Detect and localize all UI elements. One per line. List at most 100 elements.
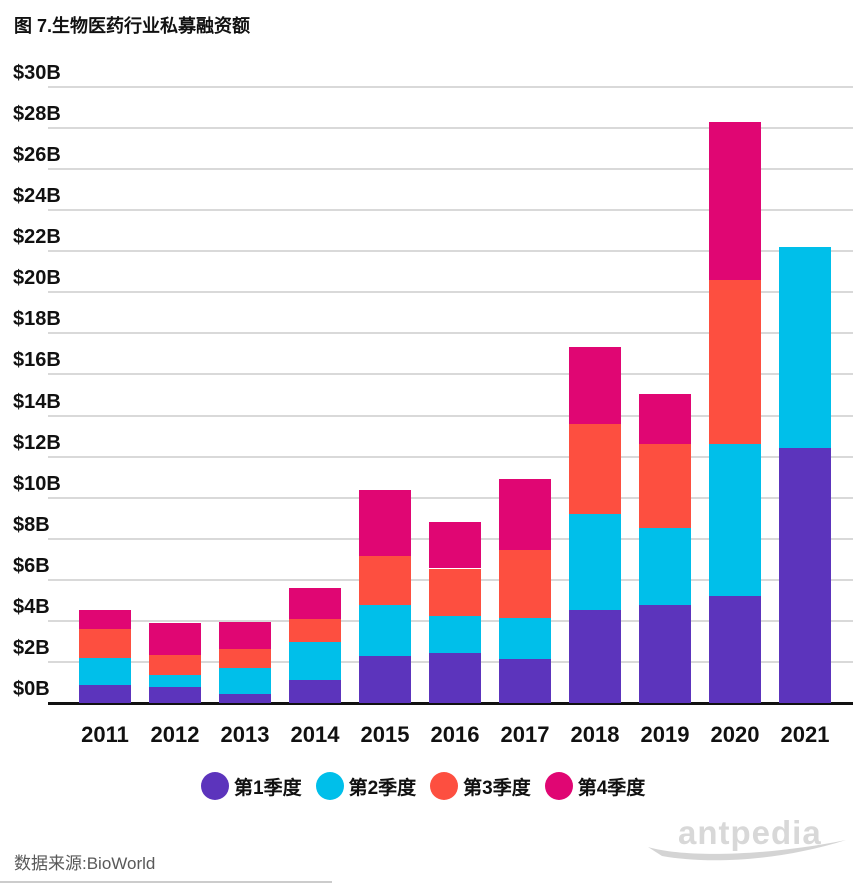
svg-text:antpedia: antpedia: [678, 814, 822, 851]
legend-swatch-q3: [430, 772, 459, 800]
y-axis-label: $30B: [13, 62, 61, 84]
bar-segment-2015-第3季度: [359, 556, 411, 606]
x-axis-label: 2018: [570, 722, 620, 747]
x-axis-label: 2011: [81, 722, 129, 747]
bar-segment-2011-第1季度: [79, 684, 131, 703]
bar-segment-2021-第1季度: [779, 448, 831, 703]
legend-label: 第2季度: [348, 777, 417, 799]
bar-segment-2018-第2季度: [569, 514, 621, 610]
bar-segment-2020-第3季度: [709, 280, 761, 445]
y-axis-label: $20B: [13, 267, 61, 290]
bar-segment-2016-第4季度: [429, 522, 481, 569]
x-axis-label: 2014: [290, 722, 340, 747]
bar-segment-2019-第2季度: [639, 528, 691, 606]
bar-segment-2018-第3季度: [569, 423, 621, 515]
bar-2011: [79, 0, 131, 703]
bar-segment-2011-第2季度: [79, 657, 131, 685]
bar-segment-2015-第2季度: [359, 605, 411, 656]
bar-segment-2012-第1季度: [149, 686, 201, 703]
bar-2020: [709, 0, 761, 703]
gridline: [48, 373, 853, 376]
bar-2018: [569, 0, 621, 703]
bar-segment-2011-第4季度: [79, 609, 131, 630]
y-axis-label: $4B: [13, 595, 50, 618]
bar-segment-2020-第1季度: [709, 596, 761, 703]
bar-segment-2019-第1季度: [639, 605, 691, 703]
y-axis-label: $22B: [13, 226, 61, 249]
bar-segment-2012-第2季度: [149, 675, 201, 687]
legend-item-q2: 第2季度: [315, 772, 417, 800]
y-axis-label: $28B: [13, 103, 61, 126]
y-axis-label: $10B: [13, 472, 61, 495]
bar-segment-2016-第2季度: [429, 615, 481, 653]
bar-segment-2013-第1季度: [219, 693, 271, 703]
gridline: [48, 168, 853, 171]
gridline: [48, 250, 853, 253]
x-axis-label: 2020: [710, 722, 760, 747]
bar-segment-2016-第1季度: [429, 652, 481, 703]
bar-segment-2019-第3季度: [639, 444, 691, 529]
bar-2015: [359, 0, 411, 703]
bar-segment-2019-第4季度: [639, 393, 691, 445]
bar-segment-2012-第3季度: [149, 654, 201, 676]
gridline: [48, 496, 853, 499]
legend-swatch-q4: [544, 772, 573, 800]
x-axis-label: 2016: [430, 722, 480, 747]
x-axis-label: 2017: [500, 722, 550, 747]
bar-segment-2014-第2季度: [289, 642, 341, 681]
legend-label: 第1季度: [234, 777, 302, 799]
gridline: [48, 455, 853, 458]
legend-swatch-q1: [201, 772, 229, 800]
legend-item-q4: 第4季度: [544, 772, 646, 800]
y-axis-label: $14B: [13, 390, 61, 413]
bar-segment-2018-第4季度: [569, 346, 621, 424]
source-note: 数据来源:BioWorld: [14, 854, 156, 873]
chart-legend: 第1季度 第2季度 第3季度 第4季度: [201, 772, 645, 800]
bar-segment-2021-第2季度: [779, 247, 831, 449]
bar-segment-2017-第1季度: [499, 658, 551, 703]
bar-2017: [499, 0, 551, 703]
bar-segment-2012-第4季度: [149, 622, 201, 655]
bar-segment-2013-第3季度: [219, 648, 271, 669]
bar-2012: [149, 0, 201, 703]
y-axis-label: $12B: [13, 431, 61, 454]
y-axis-label: $16B: [13, 349, 61, 372]
bar-segment-2018-第1季度: [569, 609, 621, 703]
gridline: [48, 291, 853, 294]
bar-2013: [219, 0, 271, 703]
bar-2019: [639, 0, 691, 703]
bar-segment-2017-第3季度: [499, 550, 551, 618]
legend-swatch-q2: [315, 772, 344, 800]
x-axis-line: [48, 702, 853, 705]
bar-segment-2013-第2季度: [219, 668, 271, 694]
legend-label: 第4季度: [577, 777, 646, 799]
antpedia-watermark-logo: antpedia: [646, 806, 851, 866]
y-axis-label: $0B: [13, 678, 50, 700]
y-axis-label: $6B: [13, 554, 50, 577]
legend-item-q1: 第1季度: [201, 772, 302, 800]
bar-segment-2014-第1季度: [289, 680, 341, 703]
bar-segment-2020-第4季度: [709, 121, 761, 280]
gridline: [48, 209, 853, 212]
bar-segment-2013-第4季度: [219, 621, 271, 649]
y-axis-label: $24B: [13, 185, 61, 208]
y-axis-label: $18B: [13, 308, 61, 331]
x-axis-label: 2015: [360, 722, 410, 747]
x-axis-label: 2013: [220, 722, 270, 747]
bar-2021: [779, 0, 831, 703]
bar-segment-2011-第3季度: [79, 629, 131, 658]
gridline: [48, 414, 853, 417]
bar-2016: [429, 0, 481, 703]
bar-segment-2017-第2季度: [499, 617, 551, 659]
y-axis-label: $8B: [13, 513, 50, 536]
x-axis-label: 2021: [780, 722, 830, 747]
bar-segment-2015-第4季度: [359, 490, 411, 557]
bar-2014: [289, 0, 341, 703]
x-axis-label: 2019: [640, 722, 690, 747]
y-axis-label: $2B: [13, 636, 50, 659]
x-axis-label: 2012: [150, 722, 200, 747]
bar-segment-2014-第3季度: [289, 618, 341, 643]
bar-segment-2020-第2季度: [709, 444, 761, 597]
